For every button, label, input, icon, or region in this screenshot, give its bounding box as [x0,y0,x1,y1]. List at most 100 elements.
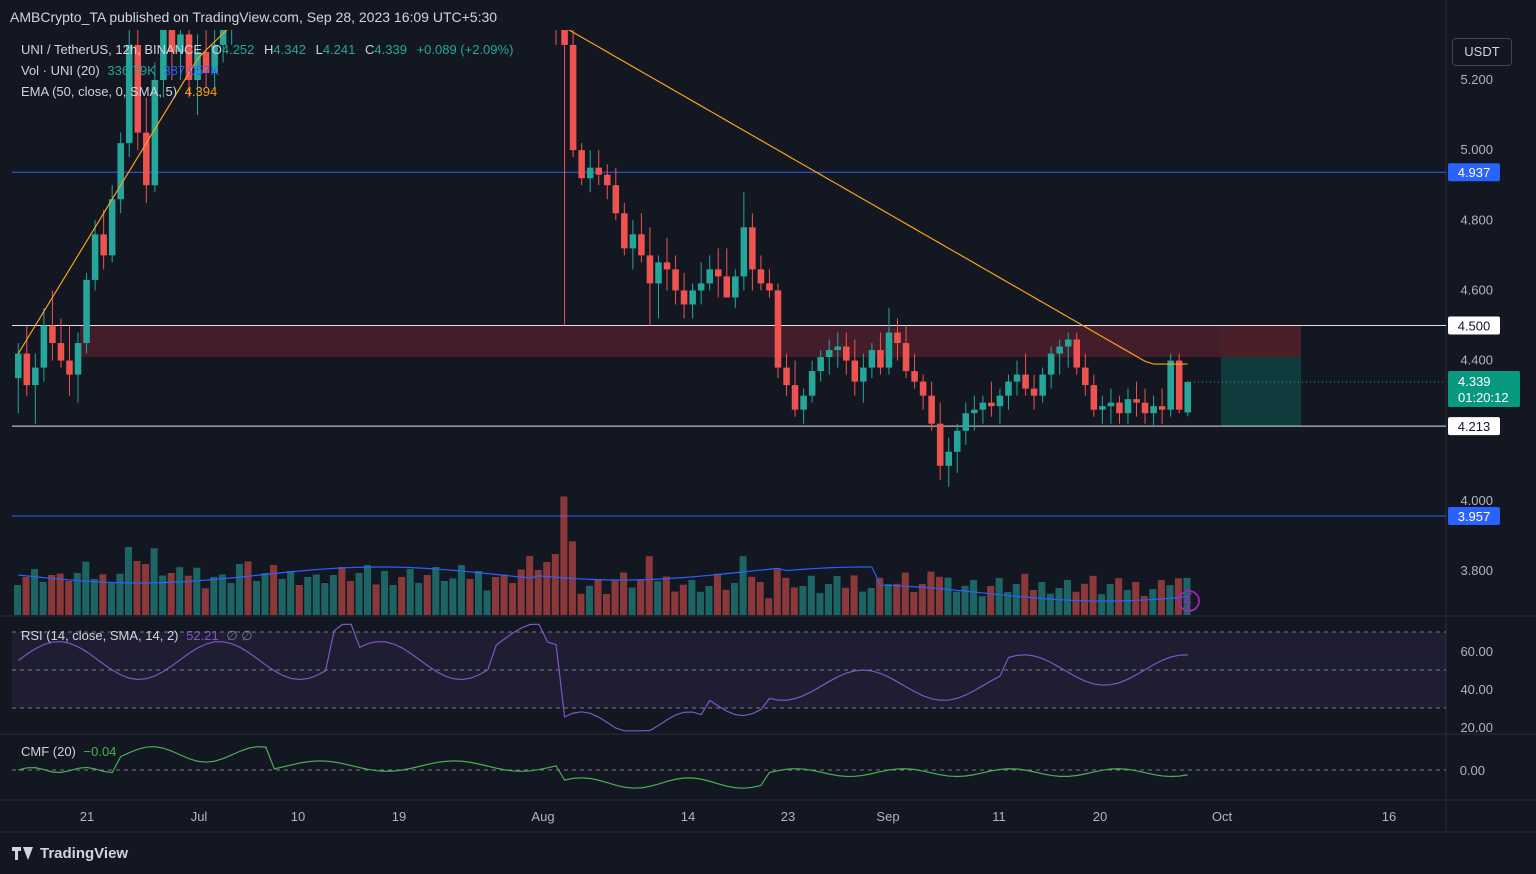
volume-bar [116,573,124,615]
volume-bar [1157,580,1165,615]
candle [595,167,602,175]
volume-bar [679,584,687,615]
volume-bar [82,561,90,615]
candle [15,353,22,379]
candle [1184,381,1191,413]
volume-bar [372,584,380,615]
volume-bar [432,567,440,615]
volume-bar [1081,583,1089,615]
volume-bar [56,573,64,615]
volume-bar [773,569,781,615]
volume-bar [970,580,978,615]
volume-bar [1004,592,1012,615]
candle [32,367,39,386]
candle [672,269,679,291]
volume-bar [1055,588,1063,615]
candle [919,381,927,396]
time-tick-label: Aug [531,809,554,824]
high-value: 4.342 [273,42,306,57]
volume-bar [287,571,295,615]
candle [1150,406,1157,414]
currency-button[interactable]: USDT [1452,38,1512,66]
volume-bar [833,576,841,615]
candle [49,325,56,344]
volume-bar [688,580,696,615]
rsi-value: 52.21 [186,628,219,643]
lightning-icon [1183,592,1192,610]
volume-bar [329,575,337,615]
candle [962,413,970,431]
level-tag [1448,163,1500,182]
volume-bar [1115,578,1123,615]
candle [151,80,159,186]
rsi-tick-label: 60.00 [1460,644,1493,659]
candle [723,276,731,298]
time-tick-label: Sep [876,809,899,824]
volume-bar [509,583,517,615]
last-price-label: 4.339 [1458,374,1491,389]
candle [612,185,620,214]
volume-bar [133,561,141,615]
candle [783,367,790,386]
volume-bar [440,581,448,615]
volume-bar [620,572,628,615]
candle [1013,374,1021,382]
cmf-legend[interactable]: CMF (20) −0.04 [21,744,116,759]
volume-ma-line [18,566,1188,602]
candle [561,30,568,45]
candle [1030,388,1038,396]
rsi-legend[interactable]: RSI (14, close, SMA, 14, 2) 52.21 ∅ ∅ [21,628,253,644]
volume-legend[interactable]: Vol · UNI (20) 336.79K 387.057K [21,63,219,78]
volume-bar [748,576,756,615]
countdown-label: 01:20:12 [1458,390,1509,405]
ema-line [17,30,1188,365]
close-label: C [365,42,375,57]
volume-bar [1123,590,1131,615]
volume-bar [184,575,192,615]
open-label: O [211,42,222,57]
cmf-value: −0.04 [83,744,117,759]
candle [1039,374,1046,396]
volume-bar [210,577,218,615]
candle [578,150,585,179]
resistance-zone [80,325,1221,358]
volume-bar [338,567,346,615]
symbol-name[interactable]: UNI / TetherUS, 12h, BINANCE [21,42,203,57]
volume-bar [90,579,98,615]
symbol-legend[interactable]: UNI / TetherUS, 12h, BINANCE O4.252 H4.3… [21,42,513,57]
candle [1099,406,1106,410]
volume-bar [867,588,875,615]
volume-bar [1166,585,1174,615]
volume-bar [1106,584,1114,615]
volume-bar [927,571,935,615]
volume-bar [961,585,969,615]
time-tick-label: 16 [1382,809,1396,824]
brand-name: TradingView [40,845,129,862]
volume-bar [876,577,884,615]
rsi-extra: ∅ ∅ [226,628,253,643]
volume-bar [176,567,184,615]
ema-legend[interactable]: EMA (50, close, 0, SMA, 5) 4.394 [21,84,217,99]
volume-bar [312,574,320,615]
volume-bar [995,578,1003,615]
level-tag-label: 4.500 [1458,319,1491,334]
level-tag-label: 4.937 [1458,165,1491,180]
ema-value: 4.394 [184,84,218,99]
price-tick-label: 4.800 [1460,212,1493,227]
volume-bar [543,562,551,615]
volume-bar [944,577,952,615]
candle [1116,402,1123,414]
candle [74,343,82,375]
volume-bar [235,564,243,615]
candle [91,234,99,280]
volume-bar [859,591,867,615]
time-tick-label: 21 [80,809,94,824]
candle [621,213,628,249]
volume-bar [816,593,824,615]
volume-bar [594,580,602,615]
volume-bar [304,577,312,615]
volume-bar [645,556,653,615]
rsi-tick-label: 40.00 [1460,682,1493,697]
candle [655,262,662,284]
